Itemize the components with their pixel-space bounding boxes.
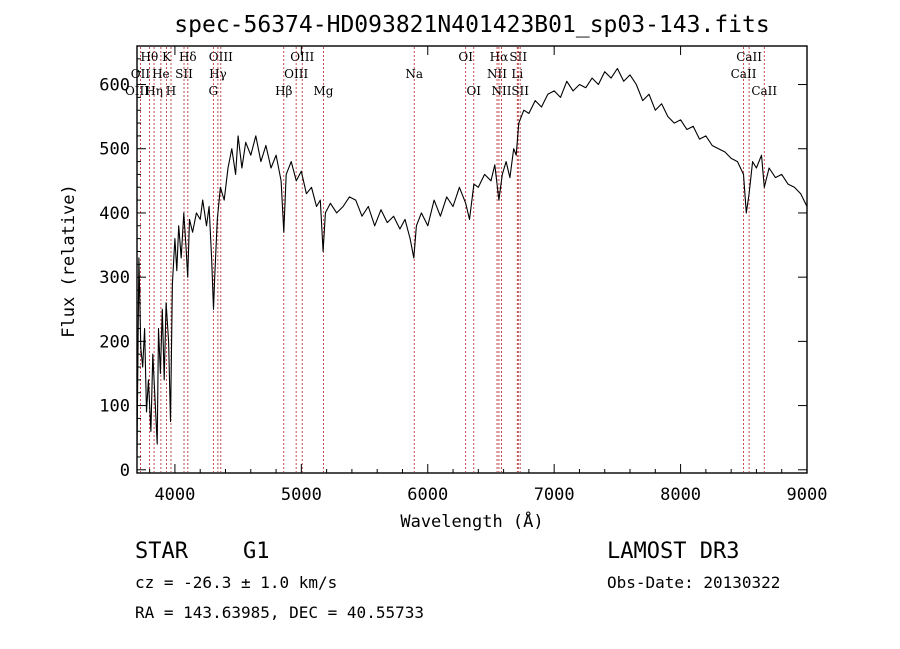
line-label-21: NII	[491, 84, 511, 98]
y-tick-label-5: 500	[99, 140, 130, 160]
y-tick-label-0: 0	[120, 461, 130, 481]
coordinates: RA = 143.63985, DEC = 40.55733	[135, 603, 424, 622]
line-label-18: OI	[466, 84, 481, 98]
line-label-10: Hγ	[209, 67, 227, 81]
y-tick-label-3: 300	[99, 268, 130, 288]
line-label-8: Hδ	[179, 50, 197, 64]
line-label-13: OIII	[284, 67, 308, 81]
line-label-14: Hβ	[275, 84, 292, 98]
line-label-4: He	[152, 67, 170, 81]
y-tick-label-1: 100	[99, 397, 130, 417]
line-label-9: OIII	[209, 50, 233, 64]
x-tick-label-2: 6000	[407, 485, 448, 505]
y-tick-label-2: 200	[99, 332, 130, 352]
line-label-3: Hη	[145, 84, 163, 98]
survey-name: LAMOST DR3	[607, 539, 740, 564]
line-label-25: CaII	[736, 50, 762, 64]
line-label-26: CaII	[731, 67, 757, 81]
line-label-6: SII	[175, 67, 193, 81]
line-label-19: Hα	[490, 50, 509, 64]
line-label-12: OIII	[290, 50, 314, 64]
line-label-0: Hθ	[141, 50, 159, 64]
x-tick-label-0: 4000	[154, 485, 195, 505]
x-tick-label-5: 9000	[787, 485, 828, 505]
x-tick-label-1: 5000	[281, 485, 322, 505]
y-tick-label-6: 600	[99, 76, 130, 96]
observation-date: Obs-Date: 20130322	[607, 573, 781, 592]
x-tick-label-3: 7000	[534, 485, 575, 505]
chart-title: spec-56374-HD093821N401423B01_sp03-143.f…	[174, 12, 769, 38]
object-class: STAR	[135, 539, 188, 564]
line-label-22: SII	[509, 50, 527, 64]
redshift-value: cz = -26.3 ± 1.0 km/s	[135, 573, 338, 592]
line-label-17: OI	[458, 50, 473, 64]
line-label-20: NII	[487, 67, 507, 81]
line-label-24: SII	[511, 84, 529, 98]
y-tick-label-4: 400	[99, 204, 130, 224]
x-axis-label: Wavelength (Å)	[400, 510, 543, 532]
line-label-5: K	[162, 50, 172, 64]
line-label-15: Mg	[313, 84, 333, 98]
line-label-27: CaII	[751, 84, 777, 98]
y-axis-label: Flux (relative)	[59, 184, 79, 338]
line-label-11: G	[209, 84, 219, 98]
line-label-7: H	[166, 84, 176, 98]
axis-ticks: 4000 5000 6000 7000 8000 9000 0 100 200 300 400 500…	[99, 46, 827, 505]
line-label-16: Na	[405, 67, 423, 81]
line-label-1: OII	[131, 67, 151, 81]
x-tick-label-4: 8000	[660, 485, 701, 505]
spectral-subclass: G1	[243, 539, 270, 564]
plot-frame	[136, 45, 808, 474]
flux-series-line	[136, 67, 808, 451]
line-label-23: Li	[511, 67, 523, 81]
